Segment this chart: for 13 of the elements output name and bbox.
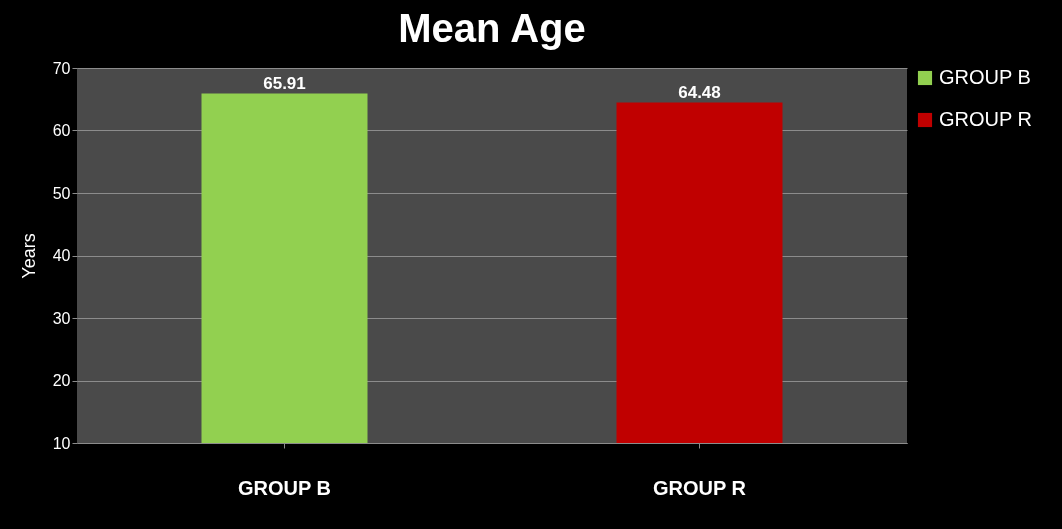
y-tick-label: 40: [52, 247, 71, 264]
y-tick-label: 20: [52, 372, 71, 389]
legend-label: GROUP B: [939, 66, 1031, 88]
y-axis-title: Years: [18, 233, 39, 279]
y-tick-label: 10: [52, 434, 71, 452]
y-tick-label: 30: [52, 309, 71, 327]
legend-label: GROUP R: [939, 108, 1032, 130]
chart-title: Mean Age: [398, 6, 586, 50]
y-tick-label: 70: [52, 59, 71, 77]
y-tick-label: 60: [52, 122, 71, 139]
y-tick-label: 50: [52, 184, 71, 202]
data-label: 64.48: [678, 82, 721, 102]
data-label: 65.91: [263, 73, 306, 93]
